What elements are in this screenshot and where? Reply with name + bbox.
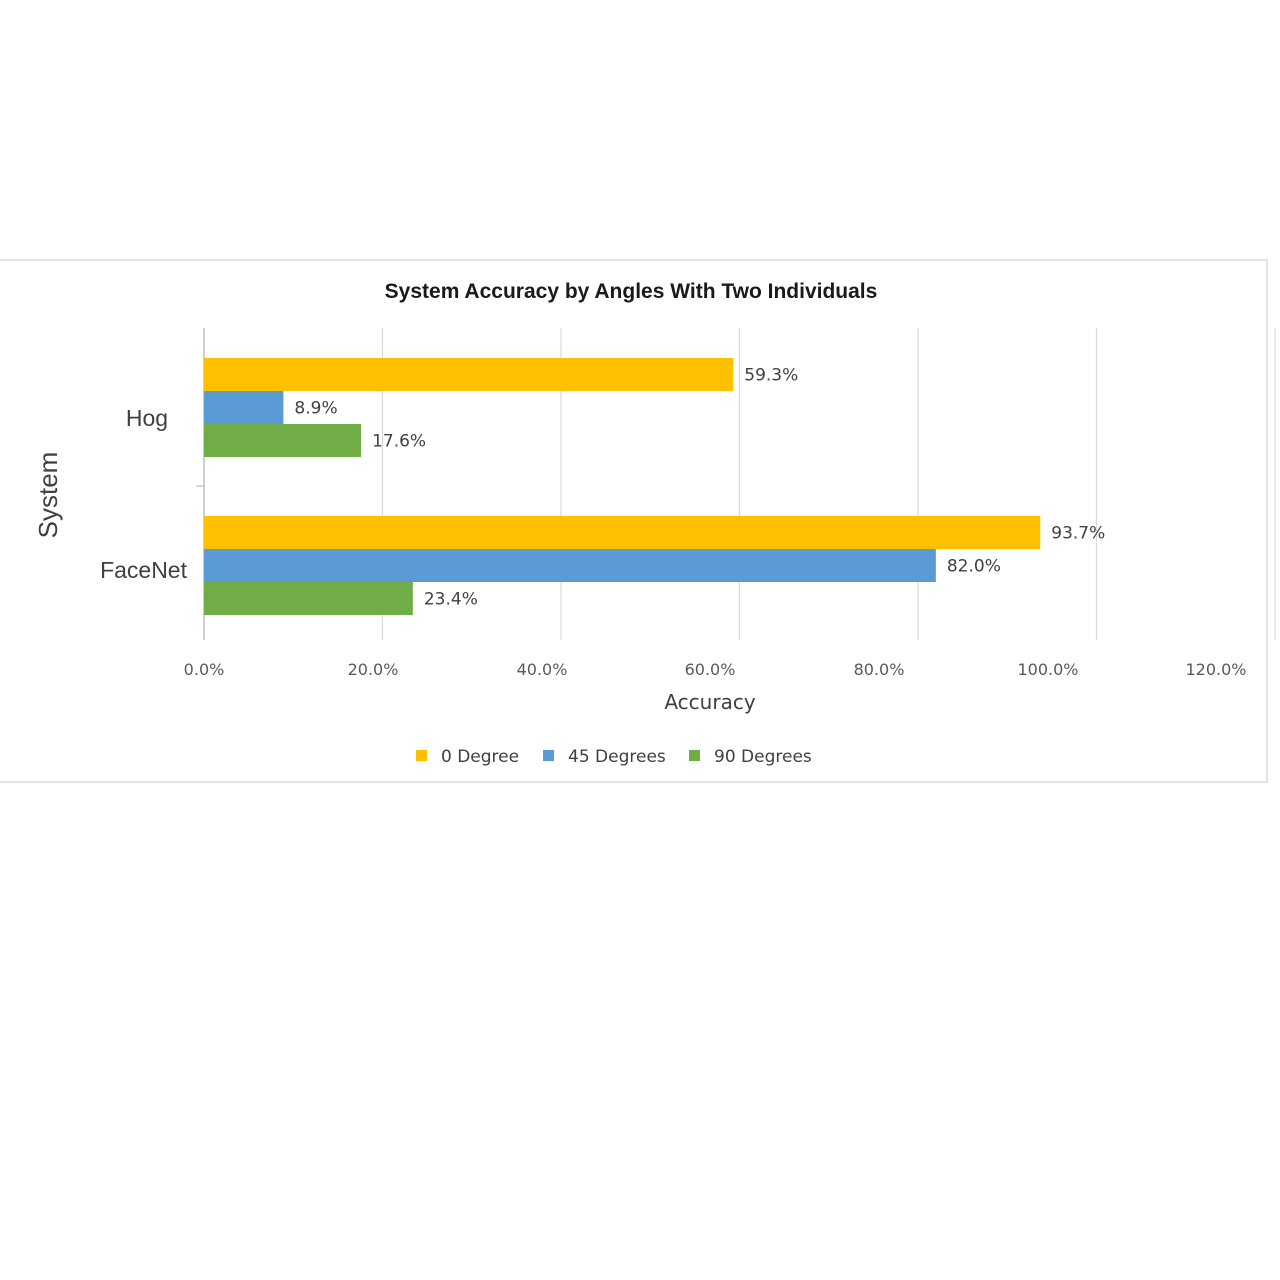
legend-swatch xyxy=(689,750,700,761)
category-label: FaceNet xyxy=(100,557,188,583)
x-tick-label: 120.0% xyxy=(1185,660,1246,679)
data-label: 8.9% xyxy=(294,399,337,419)
x-axis-title: Accuracy xyxy=(664,690,755,714)
bars xyxy=(204,358,1041,615)
x-tick-label: 60.0% xyxy=(685,660,736,679)
data-label: 23.4% xyxy=(424,590,478,610)
data-label: 17.6% xyxy=(372,432,426,452)
legend-swatch xyxy=(416,750,427,761)
x-tick-label: 40.0% xyxy=(517,660,568,679)
legend: 0 Degree 45 Degrees 90 Degrees xyxy=(416,747,812,767)
bar-facenet-90-degrees xyxy=(204,582,413,615)
data-label: 82.0% xyxy=(947,557,1001,577)
data-labels: 59.3% 8.9% 17.6% 93.7% 82.0% 23.4% xyxy=(294,366,1105,610)
x-tick-label: 20.0% xyxy=(348,660,399,679)
x-tick-label: 100.0% xyxy=(1017,660,1078,679)
x-axis-ticks: 0.0% 20.0% 40.0% 60.0% 80.0% 100.0% 120.0% xyxy=(184,660,1247,679)
legend-swatch xyxy=(543,750,554,761)
bar-hog-45-degrees xyxy=(204,391,284,424)
category-label: Hog xyxy=(126,405,168,431)
bar-facenet-45-degrees xyxy=(204,549,936,582)
legend-label: 45 Degrees xyxy=(568,747,666,767)
legend-label: 90 Degrees xyxy=(714,747,812,767)
x-tick-label: 80.0% xyxy=(854,660,905,679)
y-axis-categories: Hog FaceNet xyxy=(100,405,188,583)
legend-label: 0 Degree xyxy=(441,747,519,767)
x-tick-label: 0.0% xyxy=(184,660,225,679)
bar-hog-90-degrees xyxy=(204,424,362,457)
bar-facenet-0-degree xyxy=(204,516,1041,549)
y-axis-title: System xyxy=(33,452,63,539)
data-label: 59.3% xyxy=(744,366,798,386)
bar-hog-0-degree xyxy=(204,358,734,391)
chart-title: System Accuracy by Angles With Two Indiv… xyxy=(385,280,878,303)
data-label: 93.7% xyxy=(1051,524,1105,544)
